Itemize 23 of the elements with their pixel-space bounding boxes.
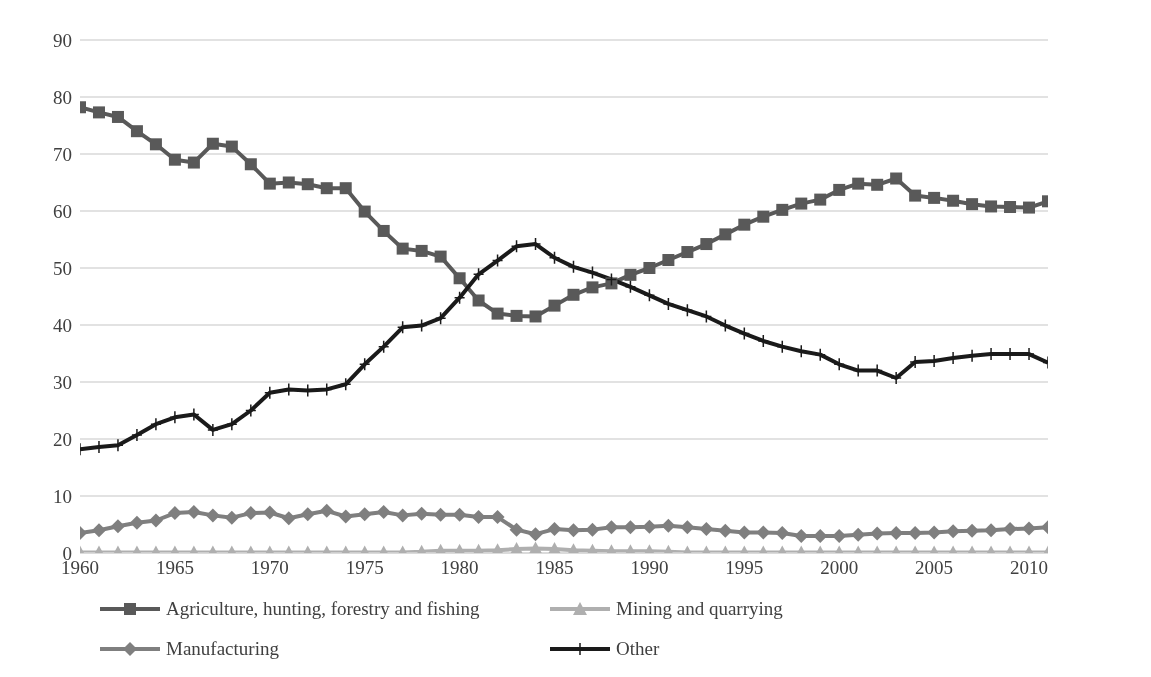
legend-label: Mining and quarrying — [616, 598, 783, 620]
x-tick-label: 1975 — [345, 557, 384, 579]
x-tick-label: 2005 — [915, 557, 954, 579]
y-tick-label: 20 — [53, 428, 72, 450]
y-tick-label: 30 — [53, 371, 72, 393]
y-tick-label: 60 — [53, 200, 72, 222]
y-tick-label: 40 — [53, 314, 72, 336]
x-tick-label: 1985 — [535, 557, 574, 579]
y-tick-label: 90 — [53, 29, 72, 51]
y-tick-label: 70 — [53, 143, 72, 165]
x-tick-label: 1990 — [630, 557, 669, 579]
legend-label: Other — [616, 638, 660, 660]
x-tick-label: 1995 — [725, 557, 764, 579]
x-tick-label: 1980 — [440, 557, 479, 579]
x-tick-label: 1965 — [155, 557, 194, 579]
y-tick-label: 10 — [53, 485, 72, 507]
x-tick-label: 1970 — [250, 557, 289, 579]
legend-label: Manufacturing — [166, 638, 279, 660]
legend-label: Agriculture, hunting, forestry and fishing — [166, 598, 480, 620]
y-tick-label: 50 — [53, 257, 72, 279]
y-tick-label: 80 — [53, 86, 72, 108]
x-tick-label: 2010 — [1010, 557, 1049, 579]
x-tick-label: 2000 — [820, 557, 859, 579]
